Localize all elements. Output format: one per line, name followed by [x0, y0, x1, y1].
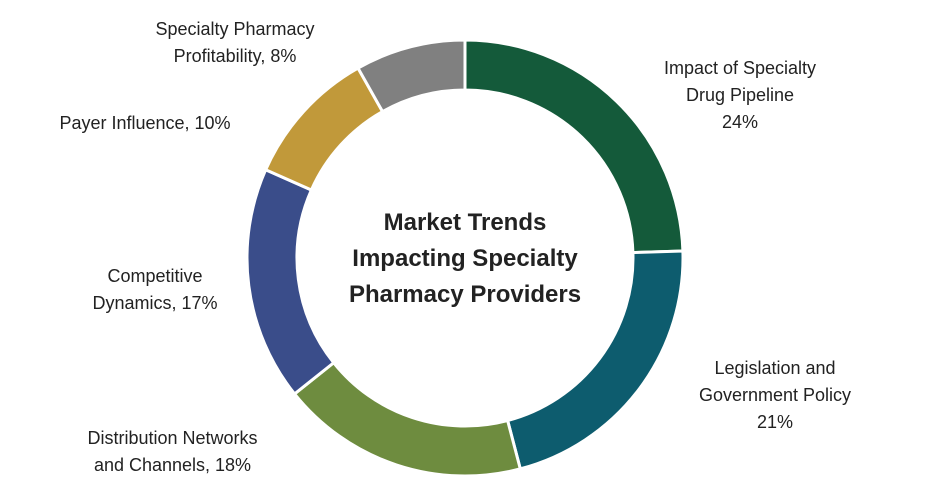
slice-label-competitive-dynamics: Competitive Dynamics, 17% — [92, 266, 218, 313]
slice-label-specialty-drug-pipeline: Impact of Specialty Drug Pipeline 24% — [663, 58, 817, 132]
donut-slice-4 — [263, 66, 385, 192]
slice-label-profitability: Specialty Pharmacy Profitability, 8% — [155, 19, 315, 66]
chart-title-line-2: Impacting Specialty — [352, 245, 578, 272]
chart-title-line-1: Market Trends — [383, 209, 547, 236]
slice-label-legislation: Legislation and Government Policy 21% — [698, 358, 852, 432]
slice-label-distribution: Distribution Networks and Channels, 18% — [87, 428, 258, 475]
slice-label-payer-influence: Payer Influence, 10% — [59, 113, 231, 133]
chart-title-line-3: Pharmacy Providers — [348, 281, 582, 308]
donut-slice-2 — [292, 360, 523, 478]
chart-title: Market Trends Impacting Specialty Pharma… — [315, 205, 615, 313]
donut-slice-5 — [355, 38, 467, 114]
